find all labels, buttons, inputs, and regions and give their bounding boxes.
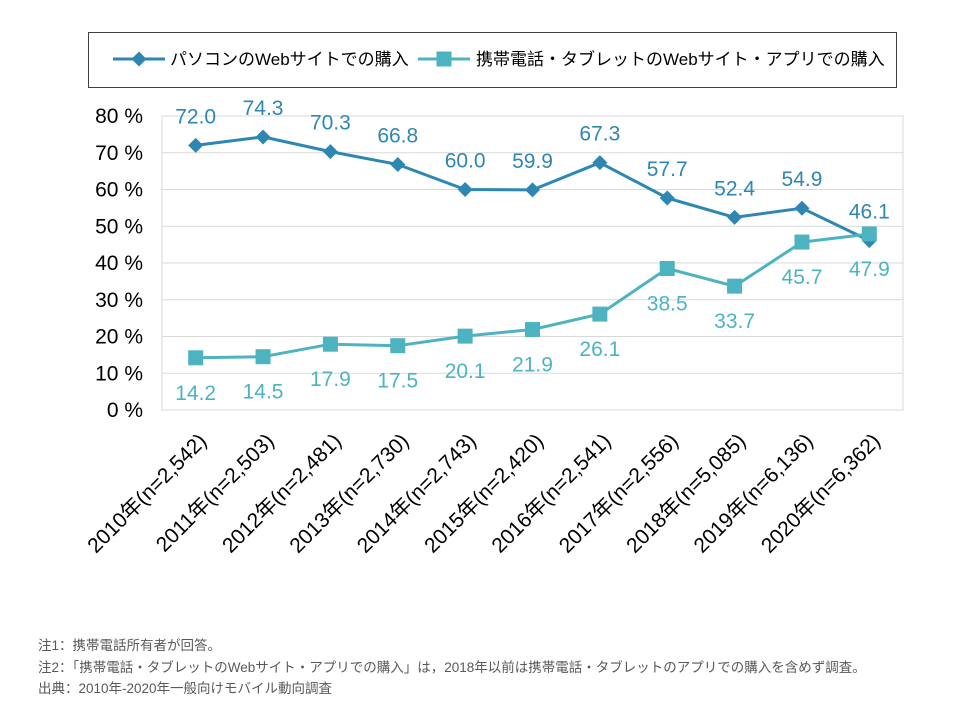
x-tick-label: 2010年(n=2,542) — [83, 429, 211, 557]
x-tick-label: 2020年(n=6,362) — [757, 429, 885, 557]
series-2 — [188, 226, 877, 366]
series-1-diamond-marker — [727, 209, 743, 225]
y-tick-label: 0 % — [107, 399, 143, 422]
series-1-diamond-marker — [255, 129, 271, 145]
series-2-square-marker — [592, 306, 608, 322]
series-1-data-label: 59.9 — [512, 150, 553, 173]
legend-label-pc-web: パソコンのWebサイトでの購入 — [170, 50, 409, 69]
x-tick-label: 2018年(n=5,085) — [622, 429, 750, 557]
x-tick-label: 2016年(n=2,541) — [487, 429, 615, 557]
series-1-diamond-marker — [390, 157, 406, 173]
x-tick-label: 2019年(n=6,136) — [690, 429, 818, 557]
series-2-data-label: 21.9 — [512, 354, 553, 377]
plot-area: 0 % 10 % 20 % 30 % 40 % 50 % 60 % 70 % 80 % 2010年… — [83, 97, 904, 558]
series-2-data-label: 38.5 — [647, 293, 688, 316]
x-tick-label: 2013年(n=2,730) — [285, 429, 413, 557]
series-2-square-marker — [659, 261, 675, 277]
footnote-1: 注1：携帯電話所有者が回答。 — [38, 638, 222, 653]
y-tick-label: 60 % — [95, 179, 143, 202]
x-tick-label: 2011年(n=2,503) — [152, 429, 279, 556]
series-2-data-label: 45.7 — [782, 266, 823, 289]
plot-border — [161, 115, 904, 411]
legend-label-mobile-web-app: 携帯電話・タブレットのWebサイト・アプリでの購入 — [476, 49, 885, 69]
series-2-data-label: 33.7 — [714, 310, 755, 333]
series-2-data-label: 20.1 — [445, 360, 486, 383]
series-2-data-label: 17.5 — [377, 370, 418, 393]
series-2-square-marker — [188, 350, 204, 366]
series-1-diamond-marker — [525, 182, 540, 198]
y-tick-label: 50 % — [95, 215, 143, 238]
y-tick-label: 30 % — [95, 289, 143, 312]
footnote-2: 注2：「携帯電話・タブレットのWebサイト・アプリでの購入」は，2018年以前は… — [38, 659, 866, 675]
series-1-data-label: 60.0 — [445, 150, 486, 173]
series-2-square-marker — [727, 278, 743, 294]
series-1-diamond-marker — [659, 190, 675, 206]
x-tick-label: 2015年(n=2,420) — [420, 429, 548, 557]
legend-box — [88, 32, 897, 88]
series-2-square-marker — [322, 336, 338, 352]
series-1-data-label: 46.1 — [849, 201, 890, 224]
series-1-data-label: 70.3 — [310, 112, 351, 135]
legend-diamond-marker-icon — [131, 51, 147, 67]
y-tick-label: 10 % — [95, 362, 143, 385]
x-tick-label: 2014年(n=2,743) — [353, 429, 481, 557]
series-1-diamond-marker — [794, 200, 810, 216]
series-1-data-label: 72.0 — [175, 105, 216, 128]
source-note: 出典：2010年-2020年一般向けモバイル動向調査 — [38, 681, 333, 696]
x-tick-label: 2017年(n=2,556) — [555, 429, 683, 557]
series-1-diamond-marker — [322, 144, 338, 160]
series-1-data-label: 54.9 — [782, 168, 823, 191]
series-2-line — [195, 232, 870, 360]
series-1-data-label: 74.3 — [243, 97, 284, 120]
series-2-data-label: 14.5 — [243, 381, 284, 404]
series-2-square-marker — [255, 349, 271, 365]
series-1-data-label: 67.3 — [579, 123, 620, 146]
legend-square-marker-icon — [436, 51, 452, 67]
y-tick-label: 70 % — [95, 142, 143, 165]
series-2-data-label: 17.9 — [310, 368, 351, 391]
series-1-data-label: 57.7 — [647, 158, 688, 181]
series-2-square-marker — [861, 226, 877, 242]
y-tick-label: 40 % — [95, 252, 143, 275]
footnotes: 注1：携帯電話所有者が回答。 注2：「携帯電話・タブレットのWebサイト・アプリ… — [38, 635, 866, 700]
purchase-rate-line-chart: パソコンのWebサイトでの購入 携帯電話・タブレットのWebサイト・アプリでの購… — [83, 32, 904, 558]
series-2-square-marker — [525, 322, 540, 338]
series-1 — [188, 129, 877, 249]
series-1-data-label: 66.8 — [377, 125, 418, 148]
y-tick-label: 80 % — [95, 105, 143, 128]
series-1-data-label: 52.4 — [714, 177, 755, 200]
series-2-square-marker — [390, 338, 406, 354]
x-tick-label: 2012年(n=2,481) — [218, 429, 346, 557]
series-1-diamond-marker — [592, 155, 608, 171]
y-tick-label: 20 % — [95, 326, 143, 349]
series-2-data-label: 26.1 — [579, 338, 620, 361]
series-2-square-marker — [794, 234, 810, 250]
series-2-data-label: 47.9 — [849, 258, 890, 281]
series-1-diamond-marker — [457, 182, 473, 197]
series-2-square-marker — [457, 328, 473, 344]
series-1-diamond-marker — [188, 137, 204, 153]
legend: パソコンのWebサイトでの購入 携帯電話・タブレットのWebサイト・アプリでの購… — [88, 32, 897, 88]
series-2-data-label: 14.2 — [175, 382, 216, 405]
